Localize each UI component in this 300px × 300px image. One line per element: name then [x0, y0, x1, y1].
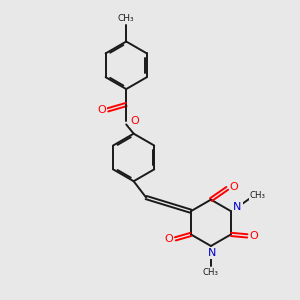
Text: CH₃: CH₃: [203, 268, 219, 277]
Text: N: N: [208, 248, 217, 258]
Text: CH₃: CH₃: [118, 14, 134, 23]
Text: O: O: [230, 182, 238, 192]
Text: O: O: [164, 234, 173, 244]
Text: O: O: [130, 116, 139, 126]
Text: O: O: [250, 231, 258, 241]
Text: CH₃: CH₃: [250, 191, 266, 200]
Text: N: N: [233, 202, 242, 212]
Text: O: O: [97, 105, 106, 115]
